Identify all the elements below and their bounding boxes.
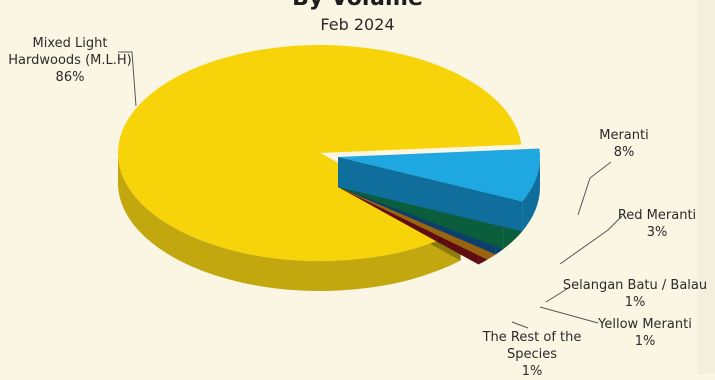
slice-mlh-rim	[118, 153, 461, 291]
slice-label-yellow-meranti: Yellow Meranti 1%	[590, 316, 700, 350]
slice-value-mlh: 86%	[55, 70, 85, 85]
slice-meranti-top	[338, 148, 540, 202]
slice-label-mlh-line2: Hardwoods (M.L.H)	[8, 53, 132, 68]
slice-label-rest: The Rest of the Species 1%	[470, 329, 594, 380]
page-edge-strip	[697, 0, 715, 374]
chart-title: By Volume	[0, 0, 715, 11]
slice-label-red-meranti: Red Meranti 3%	[612, 207, 702, 241]
leader-line-red-meranti	[559, 215, 623, 265]
slice-meranti-rim	[522, 157, 540, 232]
slice-label-red-meranti-line1: Red Meranti	[617, 208, 697, 223]
leader-line-meranti	[577, 161, 612, 216]
slice-label-selangan: Selangan Batu / Balau 1%	[560, 277, 710, 311]
leader-line-rest	[511, 321, 529, 329]
slice-value-meranti: 8%	[613, 145, 635, 160]
slice-label-rest-line1: The Rest of the	[482, 330, 582, 345]
leader-line-yellow-meranti	[539, 306, 599, 324]
slice-label-rest-line2: Species	[506, 347, 558, 362]
slice-label-mlh-line1: Mixed Light	[32, 36, 108, 51]
slice-label-meranti-line1: Meranti	[599, 128, 649, 143]
slice-label-mlh: Mixed Light Hardwoods (M.L.H) 86%	[0, 35, 140, 86]
slice-meranti	[338, 148, 540, 232]
leader-line-selangan	[545, 286, 571, 303]
slice-value-rest: 1%	[521, 364, 543, 379]
slice-label-selangan-line1: Selangan Batu / Balau	[562, 278, 708, 293]
chart-subtitle: Feb 2024	[320, 15, 395, 34]
slice-value-selangan: 1%	[624, 295, 646, 310]
slice-meranti-wall	[338, 157, 523, 232]
slice-value-yellow-meranti: 1%	[634, 334, 656, 349]
slice-label-meranti: Meranti 8%	[592, 127, 656, 161]
leader-line-mlh	[118, 51, 137, 107]
slice-label-yellow-meranti-line1: Yellow Meranti	[598, 317, 692, 332]
slice-mlh-top	[118, 44, 522, 261]
slice-value-red-meranti: 3%	[646, 225, 668, 240]
